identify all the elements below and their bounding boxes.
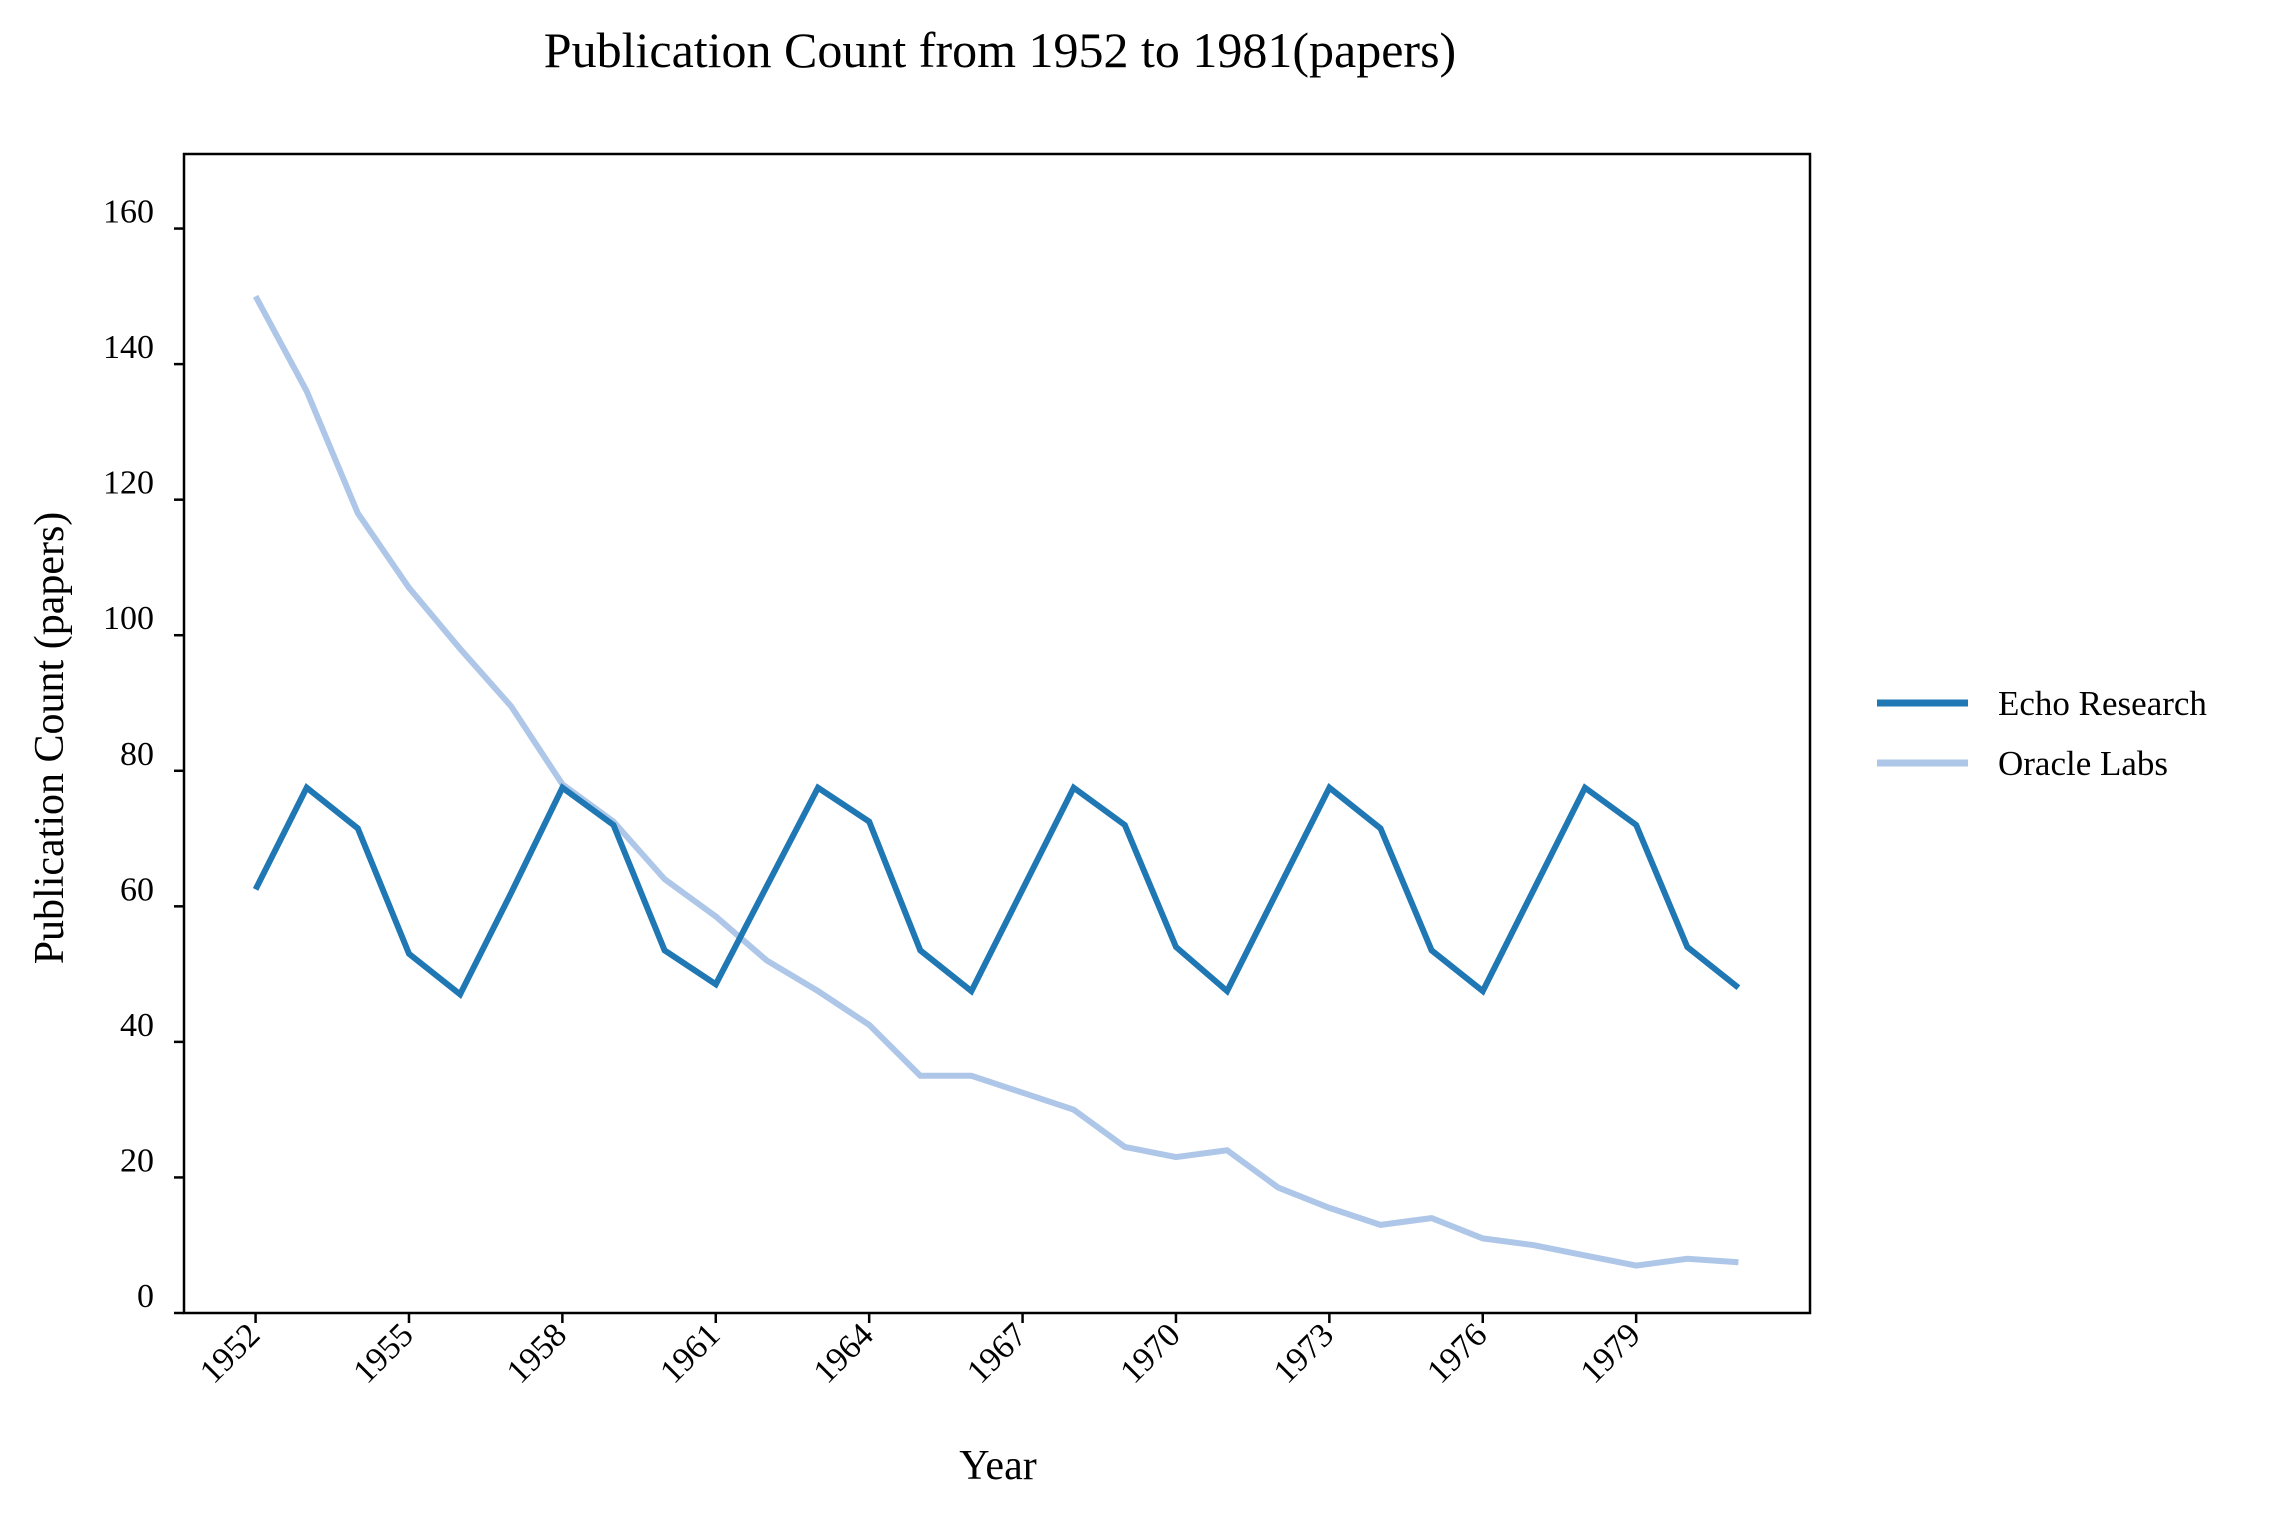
series-line-0: [252, 783, 1741, 1000]
legend-label-0: Echo Research: [1998, 684, 2207, 723]
x-tick-label: 1958: [500, 1316, 574, 1390]
x-tick-label: 1976: [1420, 1316, 1494, 1390]
x-tick-label: 1973: [1267, 1316, 1341, 1390]
y-tick-label: 0: [137, 1278, 154, 1315]
x-axis: 1952 1955 1958 1961 1964 1967 1970 1973 1976 1979: [193, 1313, 1648, 1391]
legend: Echo Research Oracle Labs: [1877, 684, 2207, 783]
legend-label-1: Oracle Labs: [1998, 744, 2168, 783]
y-tick-label: 140: [103, 329, 154, 366]
x-tick-label: 1961: [653, 1316, 727, 1390]
x-tick-label: 1952: [193, 1316, 267, 1390]
y-axis-label: Publication Count (papers): [27, 512, 73, 965]
plot-frame: [182, 152, 1812, 1315]
x-tick-label: 1964: [807, 1316, 881, 1390]
x-tick-label: 1979: [1574, 1316, 1648, 1390]
x-axis-label: Year: [959, 1443, 1036, 1489]
y-tick-label: 100: [103, 600, 154, 637]
y-tick-label: 120: [103, 465, 154, 502]
y-axis: 0 20 40 60 80 100 120 140 160: [103, 194, 184, 1315]
y-tick-label: 80: [120, 736, 154, 773]
series-line-1: [252, 294, 1739, 1269]
chart-title: Publication Count from 1952 to 1981(pape…: [544, 22, 1456, 78]
plot-area: [182, 152, 1812, 1315]
x-tick-label: 1967: [960, 1316, 1034, 1390]
y-tick-label: 40: [120, 1007, 154, 1044]
y-tick-label: 20: [120, 1142, 154, 1179]
y-tick-label: 160: [103, 194, 154, 231]
y-tick-label: 60: [120, 871, 154, 908]
x-tick-label: 1970: [1113, 1316, 1187, 1390]
x-tick-label: 1955: [346, 1316, 420, 1390]
